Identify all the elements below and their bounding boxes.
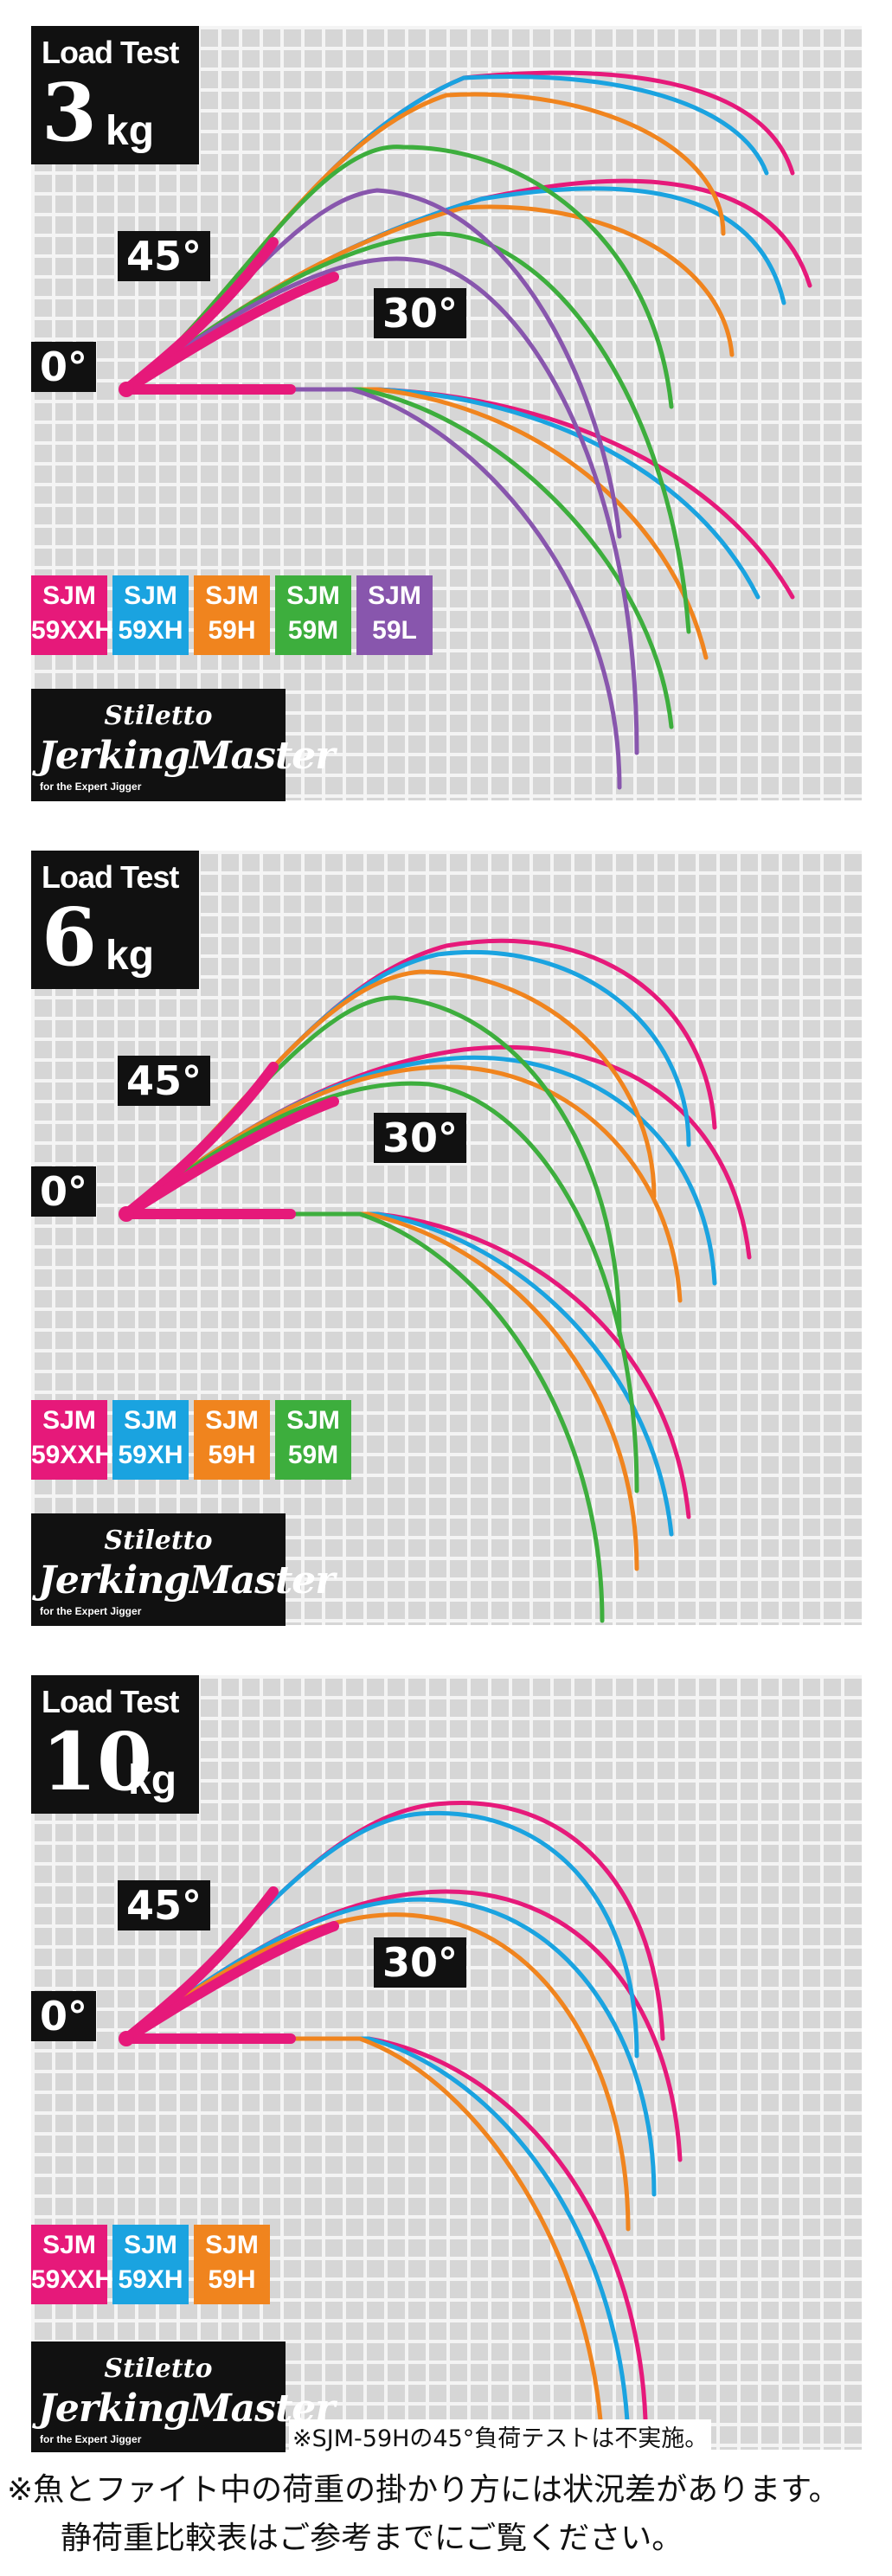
bend-curve-59xxh-45deg (124, 70, 795, 392)
title-label: Load Test (42, 35, 179, 70)
legend-item-59xh: SJM 59XH (112, 1400, 189, 1480)
bend-curve-59m-30deg (124, 1081, 639, 1494)
bend-curve-59xxh-30deg (124, 1889, 683, 2162)
logo-product-name: JerkingMaster (38, 1558, 335, 1603)
logo-product-name: JerkingMaster (38, 2386, 335, 2431)
load-test-panel-6kg: Load Test 6 kg 45° 30° 0° SJM 59XXH SJM 59… (31, 851, 862, 1626)
angle-label-30: 30° (374, 288, 467, 338)
legend-item-59xxh: SJM 59XXH (31, 575, 113, 655)
logo-product-name: JerkingMaster (38, 734, 335, 778)
angle-label-45: 45° (118, 1056, 211, 1106)
load-value: 6 (42, 890, 98, 984)
load-test-panel-10kg: Load Test 10 kg 45° 30° 0° SJM 59XXH SJM 5… (31, 1675, 862, 2453)
load-test-panel-3kg: Load Test 3 kg 45° 30° 0° SJM 59XXH SJM 59… (31, 26, 862, 801)
bend-curve-59xxh-0deg (124, 2036, 648, 2422)
bend-curve-59xxh-45deg (124, 938, 717, 1217)
footer-note-line2: 静荷重比較表はご参考までにご覧ください。 (61, 2521, 683, 2556)
title-label: Load Test (42, 1684, 179, 1719)
brand-logo: Stiletto JerkingMaster for the Expert Ji… (31, 689, 335, 801)
legend-item-59xxh: SJM 59XXH (31, 2225, 113, 2304)
legend-item-59h: SJM 59H (194, 575, 270, 655)
bend-curve-59m-30deg (124, 231, 691, 634)
load-test-title: Load Test 10 kg (31, 1675, 199, 1814)
logo-tagline: for the Expert Jigger (40, 781, 142, 793)
logo-brand-name: Stiletto (104, 701, 213, 731)
rod-butt-30deg (121, 272, 339, 395)
logo-tagline: for the Expert Jigger (40, 1605, 142, 1617)
load-test-title: Load Test 3 kg (31, 26, 199, 164)
angle-label-45: 45° (118, 1880, 211, 1930)
brand-logo: Stiletto JerkingMaster for the Expert Ji… (31, 1513, 335, 1626)
legend-item-59h: SJM 59H (194, 1400, 270, 1480)
bend-curve-59m-45deg (124, 145, 674, 409)
legend-item-59h: SJM 59H (194, 2225, 270, 2304)
logo-brand-name: Stiletto (104, 1526, 213, 1556)
angle-label-0: 0° (31, 342, 97, 392)
legend: SJM 59XXH SJM 59XH SJM 59H SJM 59M SJM 59L (31, 575, 433, 655)
bend-curve-59xxh-0deg (124, 1211, 691, 1519)
rod-pivot (119, 1206, 134, 1222)
bend-curve-59xh-0deg (124, 2036, 631, 2439)
legend-item-59m: SJM 59M (275, 575, 351, 655)
logo-tagline: for the Expert Jigger (40, 2433, 142, 2445)
rod-butt-30deg (121, 1921, 339, 2044)
bend-curve-59xh-45deg (124, 1810, 639, 2059)
bend-curve-59xh-30deg (124, 1897, 657, 2197)
angle-label-45: 45° (118, 231, 211, 281)
bend-curve-59xh-0deg (124, 1211, 674, 1537)
logo-brand-name: Stiletto (104, 2354, 213, 2384)
legend-item-59l: SJM 59L (356, 575, 433, 655)
rod-pivot (119, 2031, 134, 2046)
legend-item-59m: SJM 59M (275, 1400, 351, 1480)
load-unit: kg (106, 933, 155, 979)
bend-curve-59h-0deg (124, 1211, 639, 1571)
angle-label-0: 0° (31, 1166, 97, 1217)
legend: SJM 59XXH SJM 59XH SJM 59H (31, 2225, 270, 2304)
angle-label-30: 30° (374, 1937, 467, 1988)
brand-logo: Stiletto JerkingMaster for the Expert Ji… (31, 2342, 335, 2452)
legend-item-59xh: SJM 59XH (112, 575, 189, 655)
angle-label-30: 30° (374, 1113, 467, 1163)
legend-item-59xxh: SJM 59XXH (31, 1400, 113, 1480)
bend-curve-59m-0deg (124, 387, 674, 729)
bend-curve-59h-0deg (124, 2036, 605, 2448)
legend-item-59xh: SJM 59XH (112, 2225, 189, 2304)
load-value: 10 (42, 1715, 153, 1808)
load-unit: kg (128, 1757, 177, 1803)
rod-pivot (119, 382, 134, 397)
panel-note: ※SJM-59Hの45°負荷テストは不実施。 (289, 2419, 712, 2453)
legend: SJM 59XXH SJM 59XH SJM 59H SJM 59M (31, 1400, 351, 1480)
bend-curves-svg (119, 70, 812, 790)
bend-curve-59h-30deg (124, 1912, 631, 2232)
rod-butt-30deg (121, 1096, 339, 1219)
title-label: Load Test (42, 859, 179, 895)
footer-note-line1: ※魚とファイト中の荷重の掛かり方には状況差があります。 (7, 2472, 840, 2508)
bend-curve-59xxh-0deg (124, 387, 795, 600)
bend-curve-59l-0deg (124, 387, 622, 790)
angle-label-0: 0° (31, 1991, 97, 2041)
bend-curve-59l-30deg (124, 256, 639, 755)
bend-curve-59m-0deg (124, 1211, 605, 1623)
load-unit: kg (106, 108, 155, 154)
bend-curve-59h-45deg (124, 92, 726, 392)
bend-curves-svg (119, 1800, 683, 2448)
bend-curves-svg (119, 938, 752, 1623)
load-test-title: Load Test 6 kg (31, 851, 199, 989)
load-value: 3 (42, 66, 98, 159)
